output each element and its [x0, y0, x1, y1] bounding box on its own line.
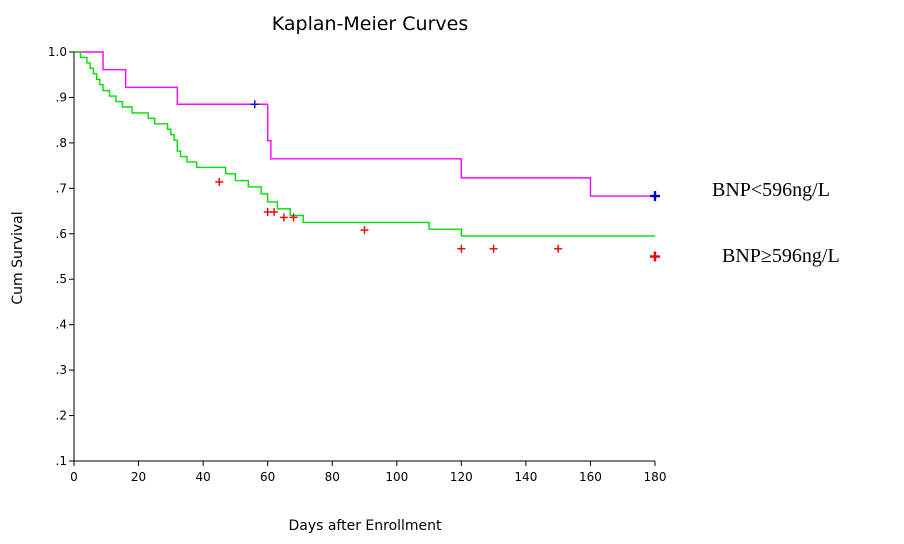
y-tick-label: .2 [56, 409, 67, 423]
y-tick-label: .4 [56, 318, 67, 332]
x-tick-label: 100 [385, 470, 408, 484]
x-tick-label: 140 [514, 470, 537, 484]
y-tick-label: .6 [56, 227, 67, 241]
y-tick-label: .8 [56, 136, 67, 150]
x-tick-label: 40 [195, 470, 210, 484]
series-group-1 [74, 51, 660, 262]
legend-label-bnp-low: BNP<596ng/L [712, 179, 830, 201]
x-tick-label: 20 [131, 470, 146, 484]
x-tick-label: 180 [644, 470, 667, 484]
y-tick-label: .1 [56, 454, 67, 468]
x-tick-label: 80 [325, 470, 340, 484]
y-axis-label: Cum Survival [10, 211, 26, 304]
y-tick-label: .5 [56, 272, 67, 286]
survival-curve-1 [74, 51, 655, 237]
y-tick-label: .7 [56, 181, 67, 195]
y-tick-label: .3 [56, 363, 67, 377]
x-axis-label: Days after Enrollment [288, 518, 442, 534]
survival-curve-0 [74, 51, 655, 197]
x-tick-label: 60 [260, 470, 275, 484]
x-tick-label: 0 [70, 470, 78, 484]
series-group-0 [74, 51, 660, 202]
y-tick-label: 1.0 [48, 45, 67, 59]
x-tick-label: 160 [579, 470, 602, 484]
legend-label-bnp-high: BNP≥596ng/L [722, 245, 840, 267]
axes: 1.0 .9 .8 .7 .6 .5 .4 .3 .2 .10 20 40 60 80 100 120 140 1… [48, 45, 667, 484]
chart-title: Kaplan-Meier Curves [272, 13, 469, 35]
x-tick-label: 120 [450, 470, 473, 484]
series-layer [74, 51, 660, 262]
y-tick-label: .9 [56, 90, 67, 104]
